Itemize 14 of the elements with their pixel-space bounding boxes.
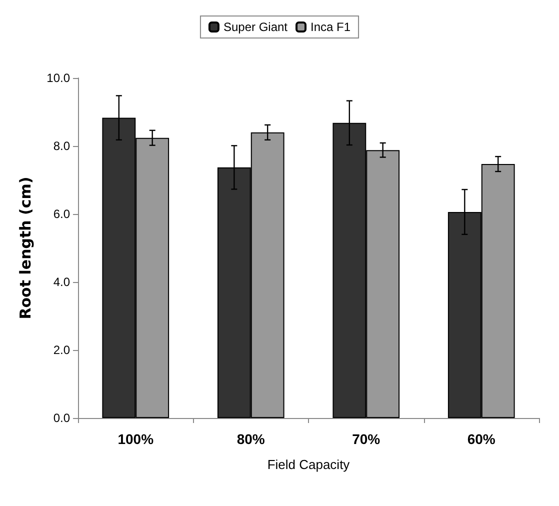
y-tick-label: 2.0 xyxy=(53,343,70,357)
y-tick-label: 4.0 xyxy=(53,275,70,289)
x-tick-label: 60% xyxy=(467,431,496,447)
y-tick-label: 8.0 xyxy=(53,139,70,153)
y-tick-label: 10.0 xyxy=(46,71,70,85)
legend-label: Super Giant xyxy=(223,20,288,34)
x-tick-label: 70% xyxy=(352,431,381,447)
x-tick-label: 80% xyxy=(236,431,266,447)
y-tick-label: 6.0 xyxy=(53,207,70,221)
x-tick-label: 100% xyxy=(118,431,154,447)
x-axis-title: Field Capacity xyxy=(267,457,350,472)
y-tick-label: 0.0 xyxy=(53,411,70,425)
legend-label: Inca F1 xyxy=(310,20,351,34)
y-axis-title: Root length (cm) xyxy=(16,176,34,320)
